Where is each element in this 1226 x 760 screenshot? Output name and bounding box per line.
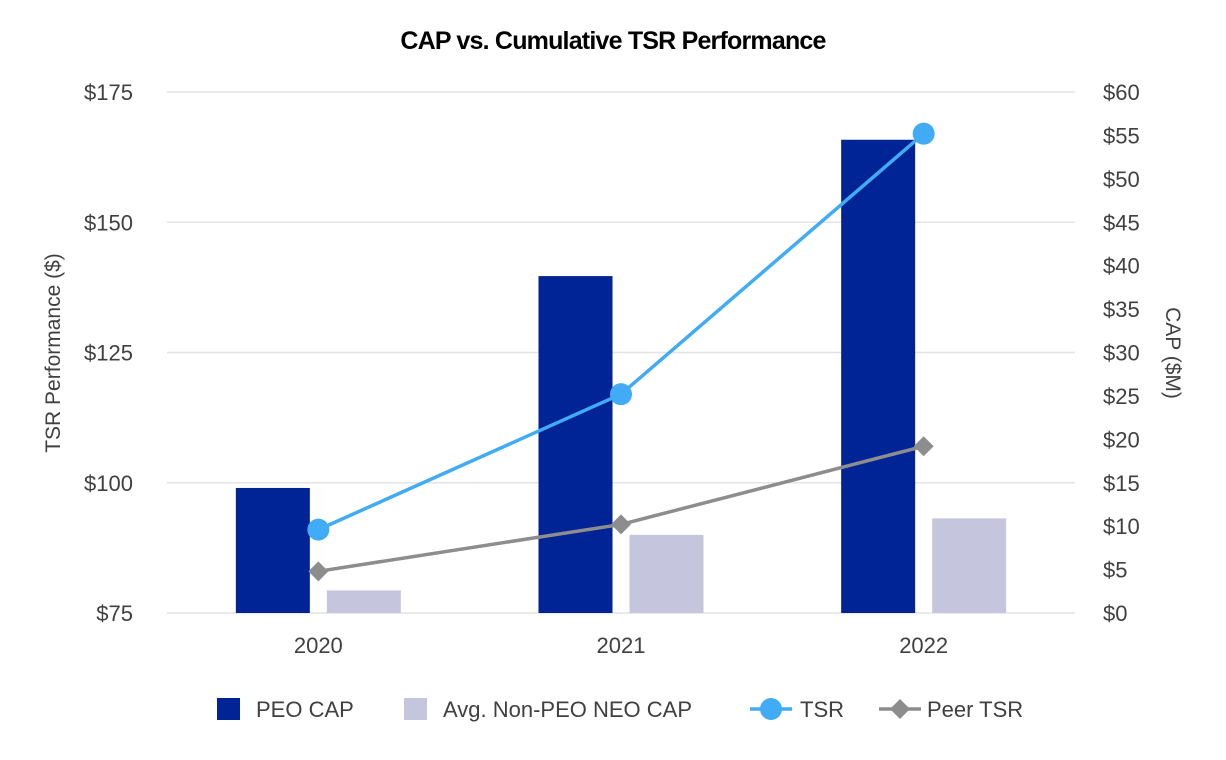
x-axis-ticks: 2020 2021 2022 [294,633,948,658]
legend-swatch-avg-non-peo-neo-cap [404,698,427,720]
gridlines [167,91,1075,614]
right-tick-label: $40 [1103,254,1140,279]
chart-title: CAP vs. Cumulative TSR Performance [400,27,826,55]
legend-label-peo-cap: PEO CAP [256,697,354,722]
point-peer-tsr [308,561,329,582]
line-peer-tsr [318,444,925,574]
bar-peo-cap [538,276,613,613]
legend-label-tsr: TSR [800,697,844,722]
x-tick-label: 2022 [899,633,948,658]
left-tick-label: $75 [96,601,133,626]
lines [307,122,935,582]
left-axis-ticks: $75 $100 $125 $150 $175 [84,80,133,626]
legend-label-peer-tsr: Peer TSR [927,697,1023,722]
right-tick-label: $30 [1103,341,1140,366]
right-axis-title: CAP ($M) [1161,307,1184,399]
bar-avg-non-peo-neo-cap [629,534,704,613]
point-peer-tsr [611,514,631,535]
legend-label-avg-non-peo-neo-cap: Avg. Non-PEO NEO CAP [443,697,692,722]
legend: PEO CAP Avg. Non-PEO NEO CAP TSR Peer TSR [217,697,1023,722]
bar-avg-non-peo-neo-cap [326,590,401,613]
point-tsr [307,518,330,541]
right-tick-label: $20 [1103,427,1140,452]
right-tick-label: $50 [1103,167,1140,192]
right-tick-label: $25 [1103,384,1140,409]
bar-peo-cap [841,139,916,613]
bar-avg-non-peo-neo-cap [932,518,1007,613]
left-tick-label: $100 [84,471,133,496]
left-tick-label: $175 [84,80,133,105]
legend-marker-tsr [760,698,782,720]
right-tick-label: $0 [1103,601,1127,626]
point-peer-tsr [913,436,934,457]
right-tick-label: $60 [1103,80,1140,105]
left-tick-label: $150 [84,210,133,235]
legend-marker-peer-tsr [890,699,910,719]
right-axis-ticks: $0 $5 $10 $15 $20 $25 $30 $35 $40 $45 $50 $55 $60 [1103,80,1140,626]
right-tick-label: $45 [1103,210,1140,235]
x-tick-label: 2021 [597,633,646,658]
right-tick-label: $35 [1103,297,1140,322]
left-axis-title: TSR Performance ($) [42,253,65,453]
point-tsr [610,383,632,406]
bars [235,139,1007,613]
right-tick-label: $10 [1103,514,1140,539]
legend-swatch-peo-cap [217,698,240,720]
x-tick-label: 2020 [294,633,343,658]
right-tick-label: $5 [1103,558,1127,583]
point-tsr [912,122,935,145]
bar-peo-cap [235,487,310,613]
left-tick-label: $125 [84,341,133,366]
right-tick-label: $55 [1103,123,1140,148]
right-tick-label: $15 [1103,471,1140,496]
